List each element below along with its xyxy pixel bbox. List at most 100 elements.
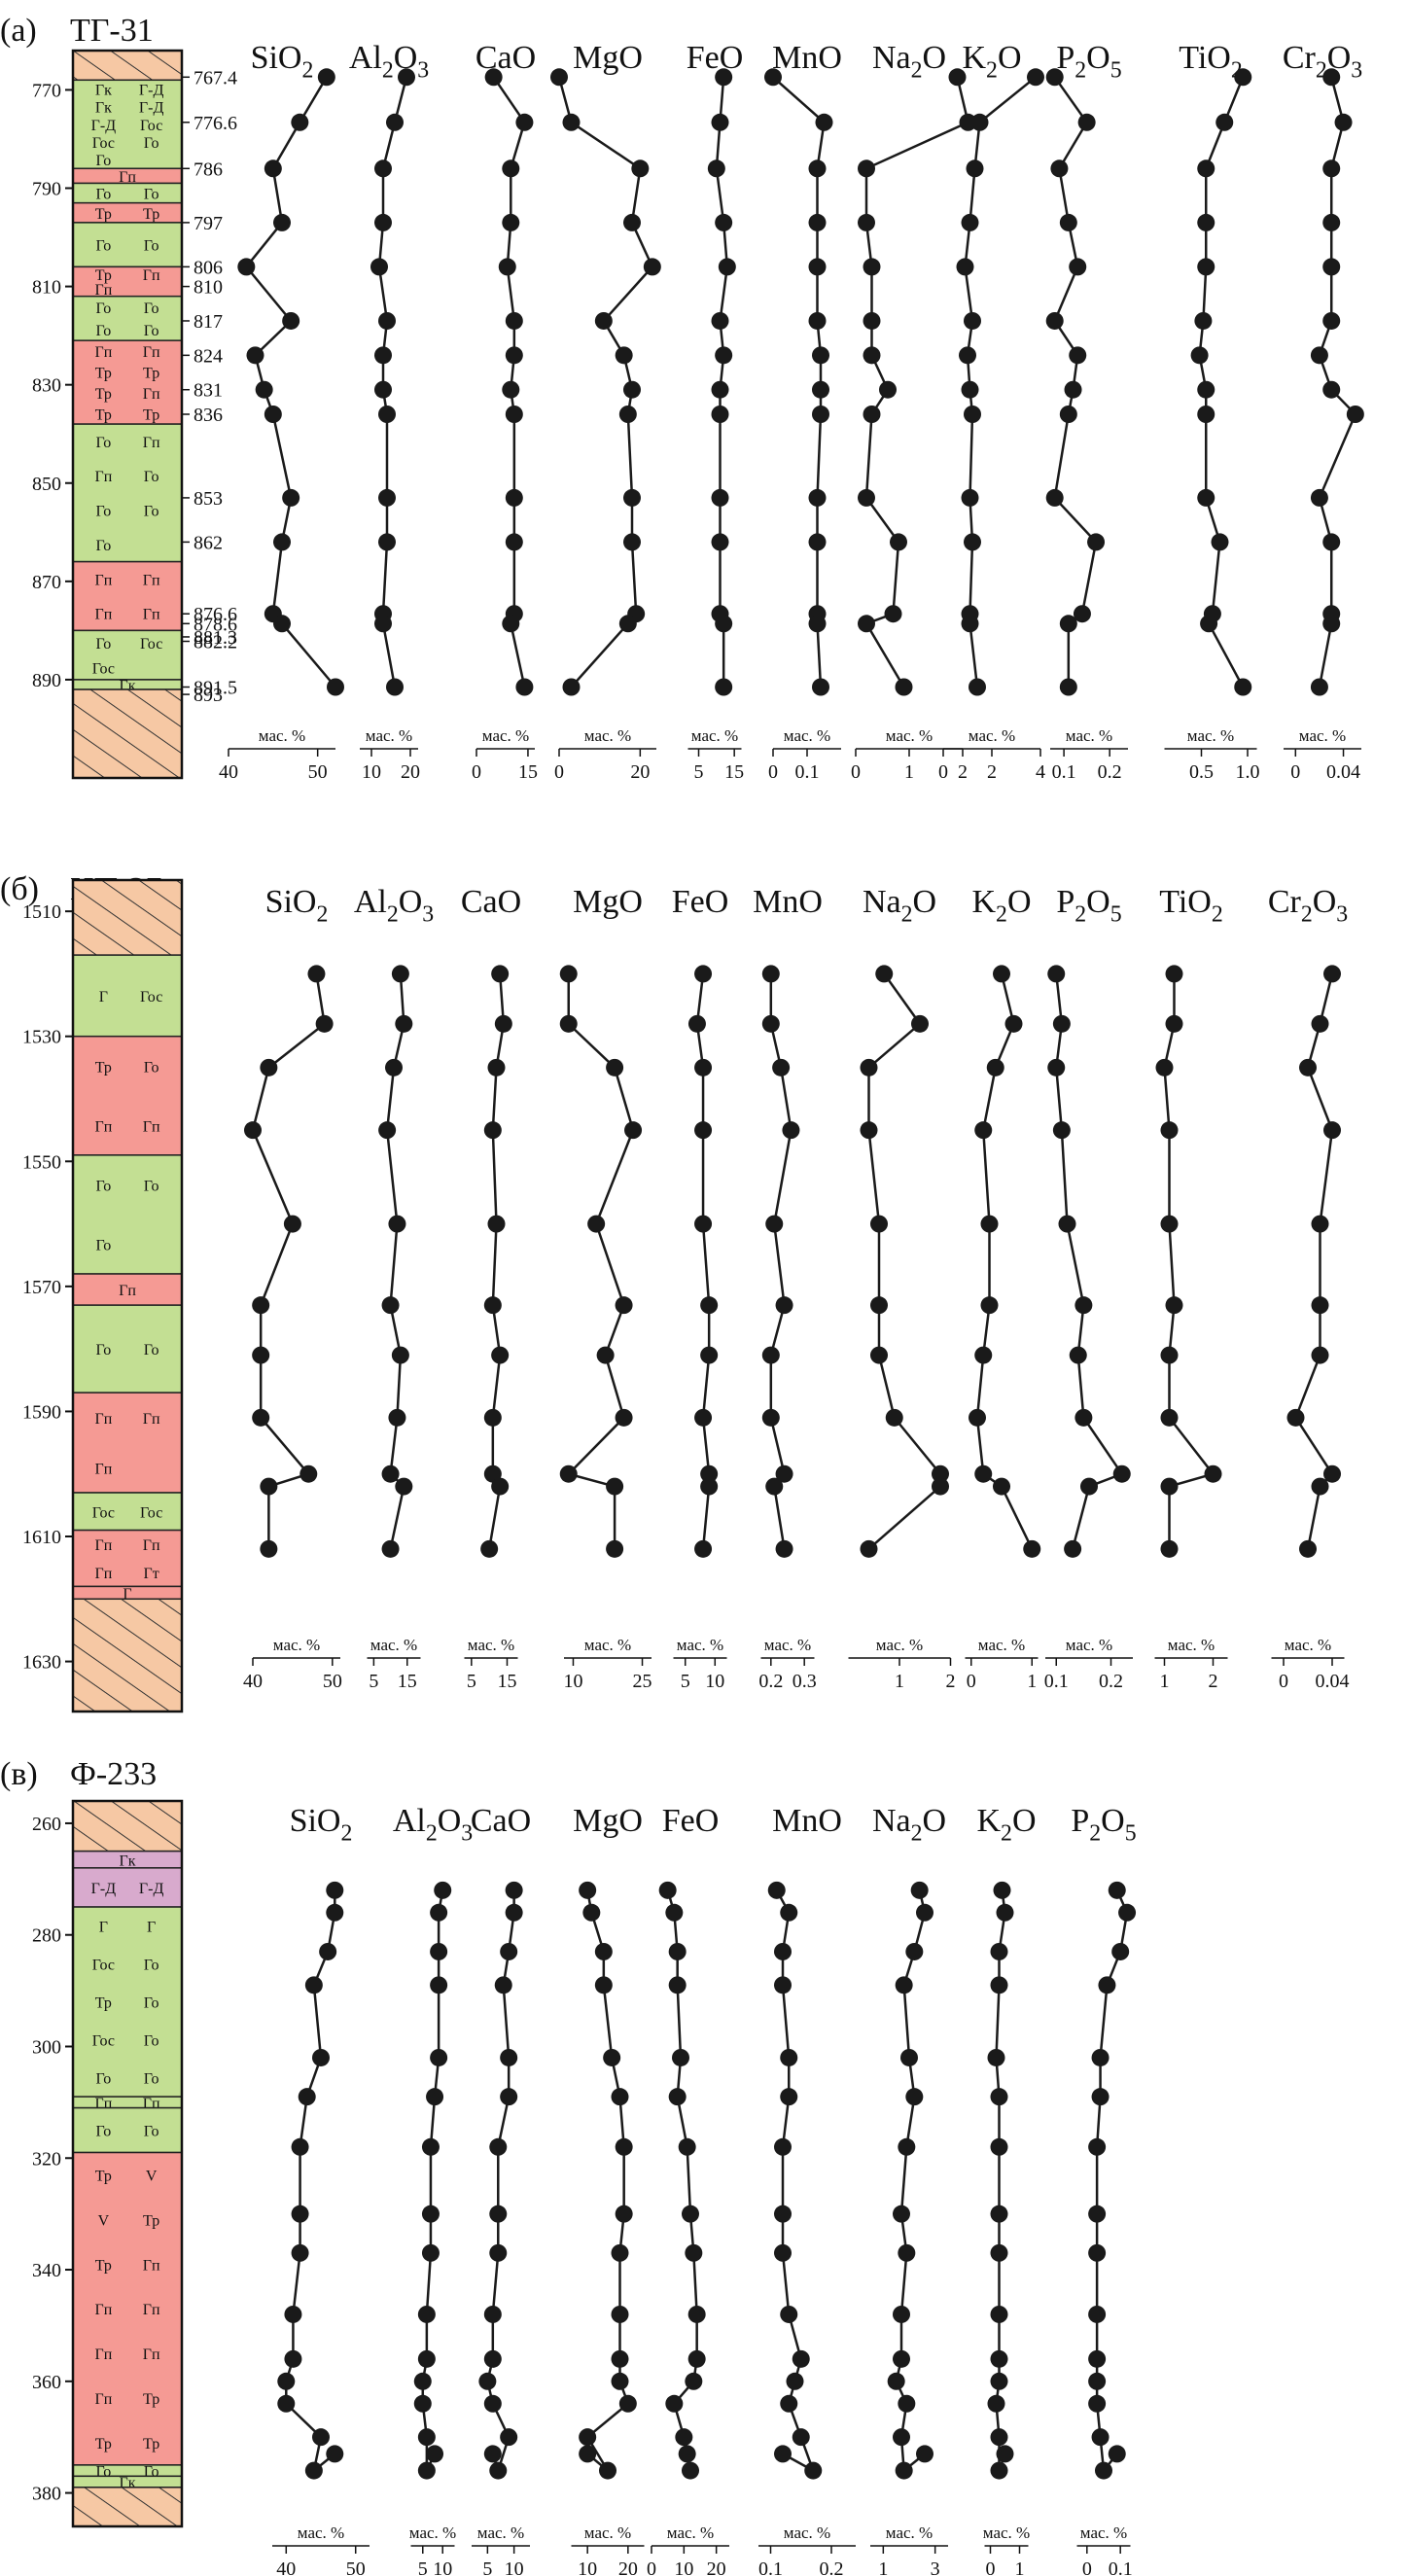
- data-point: [430, 1942, 448, 1960]
- x-tick-label: 5: [467, 1671, 476, 1692]
- x-axis-unit: мас. %: [370, 1636, 417, 1654]
- data-point: [498, 258, 516, 276]
- data-point: [1234, 68, 1252, 87]
- unit-green: [72, 1492, 183, 1532]
- unit-red: [72, 560, 183, 632]
- data-point: [326, 1903, 344, 1922]
- oxide-title: MnO: [772, 40, 842, 76]
- oxide-title: Cr2O3: [1283, 40, 1362, 84]
- data-point: [694, 1215, 713, 1233]
- oxide-title: K2O: [976, 1803, 1036, 1847]
- data-point: [559, 1464, 578, 1483]
- data-point: [990, 2372, 1008, 2390]
- data-point: [1045, 488, 1064, 507]
- data-point: [1088, 2305, 1107, 2323]
- data-point: [986, 1058, 1004, 1076]
- data-point: [782, 1121, 800, 1140]
- x-axis-unit: мас. %: [1285, 1636, 1331, 1654]
- data-point: [885, 1408, 903, 1427]
- unit-label: Гос: [140, 118, 162, 134]
- sample-depth-label: 876.6: [194, 604, 237, 625]
- data-point: [304, 1976, 323, 1994]
- x-tick-label: 5: [369, 1671, 378, 1692]
- data-point: [1299, 1539, 1317, 1558]
- data-point: [916, 2445, 933, 2463]
- x-tick-label: 0: [1279, 1671, 1288, 1692]
- oxide-title: FeO: [662, 1803, 720, 1839]
- data-point: [502, 615, 520, 633]
- data-point: [1058, 1215, 1076, 1233]
- data-point: [505, 488, 523, 507]
- data-point: [264, 159, 282, 178]
- oxide-title: Al2O3: [393, 1803, 473, 1847]
- unit-label: Г-Д: [139, 82, 164, 98]
- data-point: [780, 2088, 798, 2106]
- data-point: [966, 159, 984, 178]
- depth-tick-label: 360: [32, 2372, 61, 2393]
- data-point: [500, 1942, 518, 1960]
- data-point: [385, 1058, 403, 1076]
- unit-green: [72, 1906, 183, 2098]
- unit-label: Гп: [143, 2302, 160, 2318]
- unit-label: Гп: [143, 1411, 160, 1428]
- x-tick-label: 10: [674, 2558, 693, 2576]
- data-point: [808, 213, 827, 231]
- data-point: [1160, 1346, 1179, 1364]
- data-point: [319, 1942, 337, 1960]
- unit-hatch: [72, 879, 183, 956]
- data-point: [421, 2205, 440, 2223]
- data-point: [1160, 1408, 1179, 1427]
- x-axis-unit: мас. %: [1066, 1636, 1112, 1654]
- oxide-title: P2O5: [1071, 1803, 1136, 1847]
- x-axis-unit: мас. %: [691, 726, 738, 745]
- data-point: [413, 2372, 432, 2390]
- data-point: [487, 1215, 506, 1233]
- data-point: [284, 2349, 302, 2368]
- x-tick-label: 0.1: [795, 761, 820, 783]
- data-point: [1311, 1296, 1329, 1315]
- data-point: [594, 1976, 613, 1994]
- unit-label: Тр: [95, 1059, 112, 1076]
- data-point: [386, 113, 404, 131]
- data-point: [665, 1903, 684, 1922]
- data-point: [491, 965, 510, 983]
- data-point: [895, 678, 913, 696]
- data-point: [996, 2445, 1014, 2463]
- panel-label: (б): [0, 871, 39, 907]
- data-point: [780, 2048, 798, 2066]
- x-tick-label: 0: [554, 761, 564, 783]
- unit-label: Гт: [144, 1566, 159, 1582]
- data-point: [618, 2394, 637, 2413]
- oxide-title: P2O5: [1056, 40, 1121, 84]
- oxide-title: CaO: [461, 884, 521, 920]
- data-point: [381, 1296, 400, 1315]
- unit-label: Тр: [143, 2391, 159, 2408]
- data-point: [326, 1881, 344, 1899]
- data-point: [1077, 113, 1096, 131]
- x-axis-unit: мас. %: [298, 2523, 344, 2542]
- data-point: [487, 1058, 506, 1076]
- oxide-profile-2: CaO мас. %0 15: [472, 40, 538, 783]
- oxide-title: MgO: [573, 1803, 643, 1839]
- data-point: [494, 1976, 512, 1994]
- x-tick-label: 1.0: [1236, 761, 1260, 783]
- data-point: [700, 1477, 719, 1496]
- x-tick-label: 20: [707, 2558, 726, 2576]
- data-point: [863, 406, 881, 423]
- data-point: [515, 678, 534, 696]
- data-point: [1165, 1014, 1183, 1033]
- data-point: [252, 1408, 270, 1427]
- x-axis-unit: мас. %: [978, 1636, 1025, 1654]
- data-point: [987, 2394, 1005, 2413]
- unit-label: Гос: [92, 1504, 115, 1521]
- series-line: [251, 973, 326, 1549]
- data-point: [685, 2372, 703, 2390]
- data-point: [1215, 113, 1234, 131]
- unit-label: Г: [99, 989, 108, 1006]
- unit-label: Г-Д: [139, 1881, 164, 1897]
- data-point: [413, 2394, 432, 2413]
- data-point: [1311, 1346, 1329, 1364]
- sample-depth-label: 881.3: [194, 627, 237, 649]
- data-point: [291, 2205, 309, 2223]
